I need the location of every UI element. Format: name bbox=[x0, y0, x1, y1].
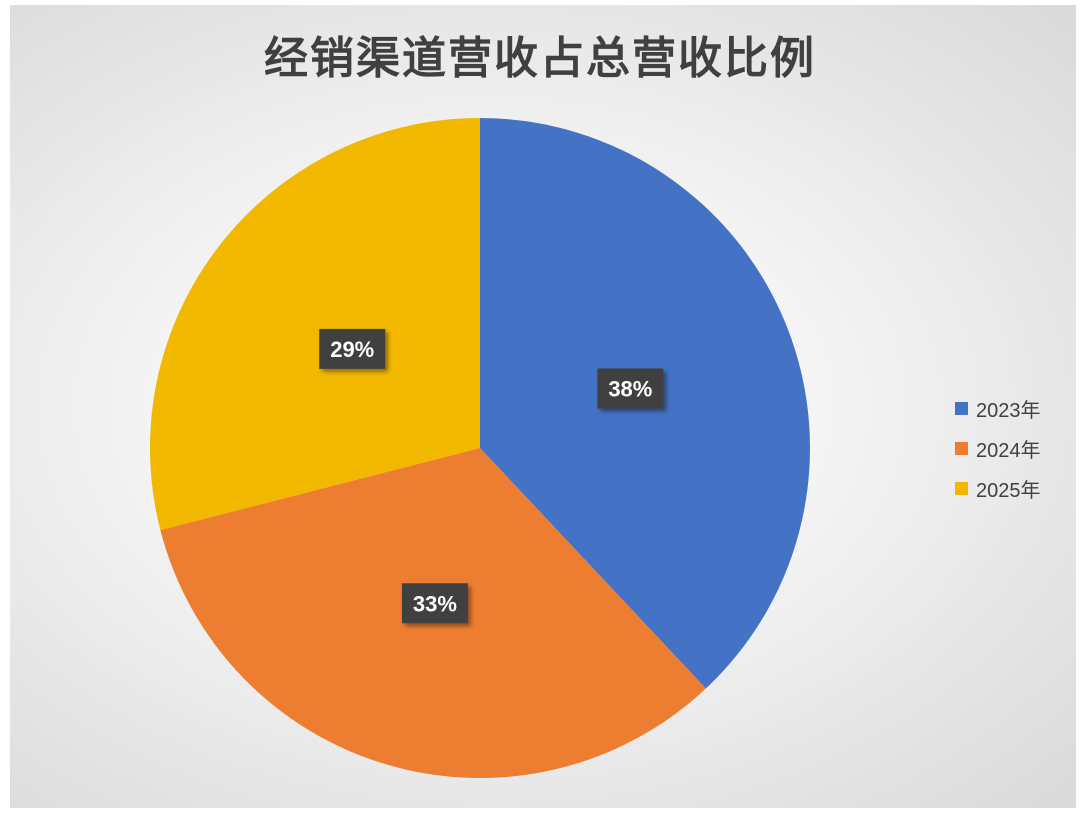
pie-slice-2025年 bbox=[149, 118, 480, 531]
legend-swatch bbox=[955, 401, 968, 415]
data-label-box bbox=[319, 328, 386, 369]
legend-item: 2024年 bbox=[955, 428, 1041, 468]
legend-label: 2025年 bbox=[976, 479, 1041, 502]
legend-item: 2023年 bbox=[955, 388, 1041, 428]
data-label-text: 29% bbox=[330, 337, 374, 362]
legend: 2023年 2024年 2025年 bbox=[955, 388, 1041, 508]
chart-title: 经销渠道营收占总营收比例 bbox=[264, 34, 816, 83]
data-label: 38% bbox=[597, 368, 664, 409]
legend-swatch bbox=[955, 441, 968, 455]
legend-swatch bbox=[955, 481, 968, 495]
data-label-text: 33% bbox=[413, 591, 457, 616]
legend-item: 2025年 bbox=[955, 468, 1041, 508]
data-label-box bbox=[401, 583, 468, 624]
data-label: 33% bbox=[401, 583, 468, 624]
data-label: 29% bbox=[319, 328, 386, 369]
data-label-box bbox=[597, 368, 664, 409]
data-label-text: 38% bbox=[608, 376, 652, 401]
legend-label: 2024年 bbox=[976, 439, 1041, 462]
legend-label: 2023年 bbox=[976, 399, 1041, 422]
